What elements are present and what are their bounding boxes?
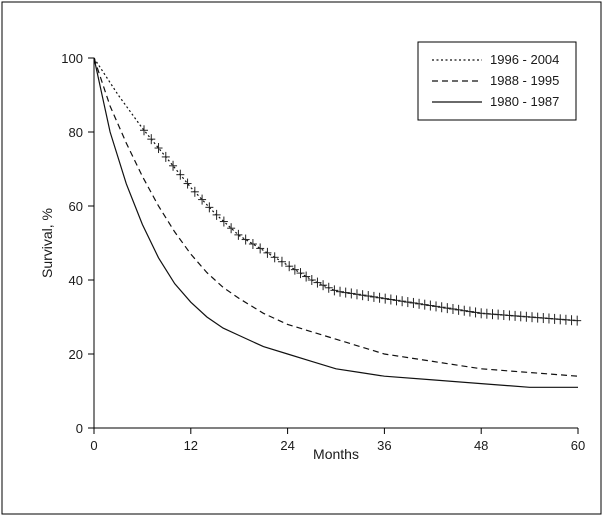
y-tick-label: 100 [61, 51, 83, 66]
censor-marks [140, 125, 582, 326]
x-tick-label: 12 [184, 438, 198, 453]
x-tick-label: 48 [474, 438, 488, 453]
y-tick-label: 80 [69, 125, 83, 140]
y-axis-label: Survival, % [39, 208, 55, 278]
plot-area [93, 57, 582, 388]
legend-label-1: 1996 - 2004 [490, 52, 559, 67]
legend: 1996 - 2004 1988 - 1995 1980 - 1987 [417, 41, 577, 121]
y-tick-label: 60 [69, 199, 83, 214]
series-line-2 [93, 57, 579, 377]
axis-ticks: 0 12 24 36 48 60 0 20 40 60 80 100 [61, 51, 585, 453]
legend-label-2: 1988 - 1995 [490, 73, 559, 88]
x-tick-label: 60 [571, 438, 585, 453]
legend-label-3: 1980 - 1987 [490, 94, 559, 109]
x-tick-label: 24 [280, 438, 294, 453]
x-axis-label: Months [313, 446, 359, 462]
x-tick-label: 0 [90, 438, 97, 453]
y-tick-label: 40 [69, 273, 83, 288]
y-tick-label: 20 [69, 347, 83, 362]
series-line-3 [93, 57, 578, 388]
x-tick-label: 36 [377, 438, 391, 453]
y-tick-label: 0 [76, 421, 83, 436]
